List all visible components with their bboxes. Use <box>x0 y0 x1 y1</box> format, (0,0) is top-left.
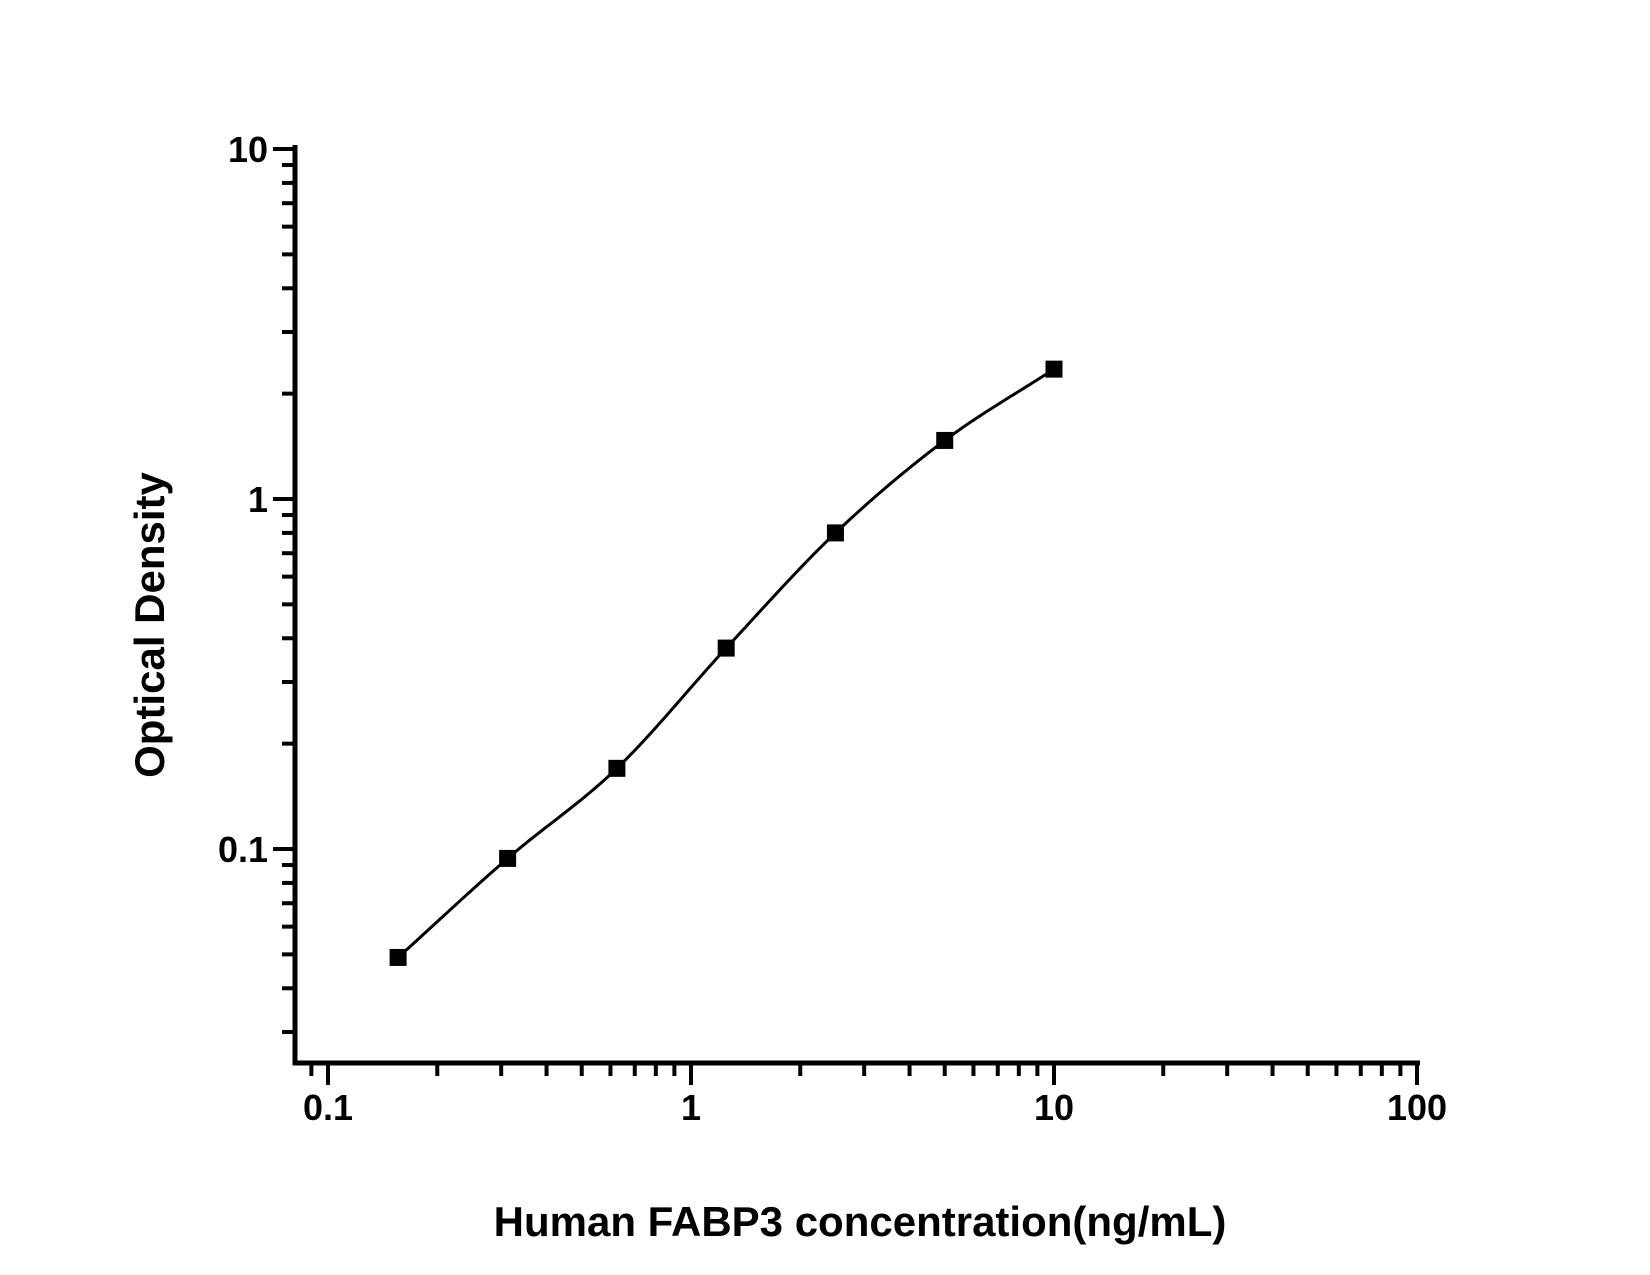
standard-curve-line <box>397 367 1055 959</box>
data-point-marker <box>826 524 844 542</box>
data-point-marker <box>936 431 954 449</box>
y-tick-label: 0.1 <box>218 829 268 870</box>
y-tick-label: 1 <box>248 479 268 520</box>
x-tick-label: 1 <box>681 1087 701 1128</box>
x-tick-label: 0.1 <box>303 1087 353 1128</box>
data-point-marker <box>717 639 735 657</box>
y-axis-title: Optical Density <box>126 472 173 778</box>
y-tick-label: 10 <box>228 129 268 170</box>
data-point-marker <box>499 849 517 867</box>
x-tick-label: 10 <box>1034 1087 1074 1128</box>
data-point-marker <box>608 759 626 777</box>
data-point-marker <box>1045 360 1063 378</box>
data-point-marker <box>389 948 407 966</box>
x-axis-title: Human FABP3 concentration(ng/mL) <box>493 1198 1227 1245</box>
x-tick-label: 100 <box>1387 1087 1447 1128</box>
